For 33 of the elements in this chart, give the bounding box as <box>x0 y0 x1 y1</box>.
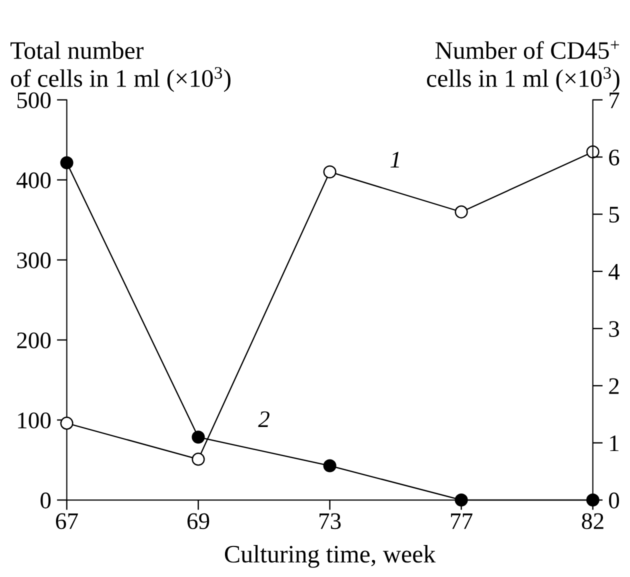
point <box>454 205 468 218</box>
x-axis-title: Culturing time, week <box>224 545 436 568</box>
point <box>323 459 336 472</box>
y-tick-label: 200 <box>17 332 51 348</box>
text: Number of CD45$^{+}$ cells in 1 ml (×10$^{3}$) <box>427 40 620 92</box>
point <box>323 165 336 178</box>
y2-tick-label: 5 <box>609 206 619 223</box>
point <box>192 452 205 466</box>
x-tick-label: 69 <box>188 513 210 530</box>
point <box>192 430 205 444</box>
y-tick-label: 400 <box>16 172 51 188</box>
point <box>586 494 600 507</box>
y2-tick-label: 0 <box>609 492 620 508</box>
x-tick-label: 73 <box>320 513 341 530</box>
y-tick-label: 300 <box>17 252 51 268</box>
y2-tick-label: 4 <box>608 264 620 280</box>
x-tick-label: 67 <box>56 513 78 530</box>
y2-tick-label: 7 <box>610 92 620 108</box>
point <box>454 494 468 507</box>
y-axis-title: Total number of cells in 1 ml (×10$^{3}$) <box>10 41 230 92</box>
series-label: 1 <box>390 152 399 168</box>
y2-tick-label: 6 <box>609 150 620 166</box>
y-tick-label: 0 <box>40 492 51 508</box>
x-tick-label: 77 <box>451 513 472 529</box>
y2-tick-label: 1 <box>610 435 618 452</box>
x-tick-label: 82 <box>582 513 604 530</box>
point <box>60 156 74 170</box>
y2-tick-label: 3 <box>609 321 619 337</box>
y2-tick-label: 2 <box>609 378 619 394</box>
series-label: 2 <box>258 411 270 427</box>
y-tick-label: 500 <box>17 92 51 108</box>
y-tick-label: 100 <box>18 412 51 428</box>
point <box>60 416 74 430</box>
